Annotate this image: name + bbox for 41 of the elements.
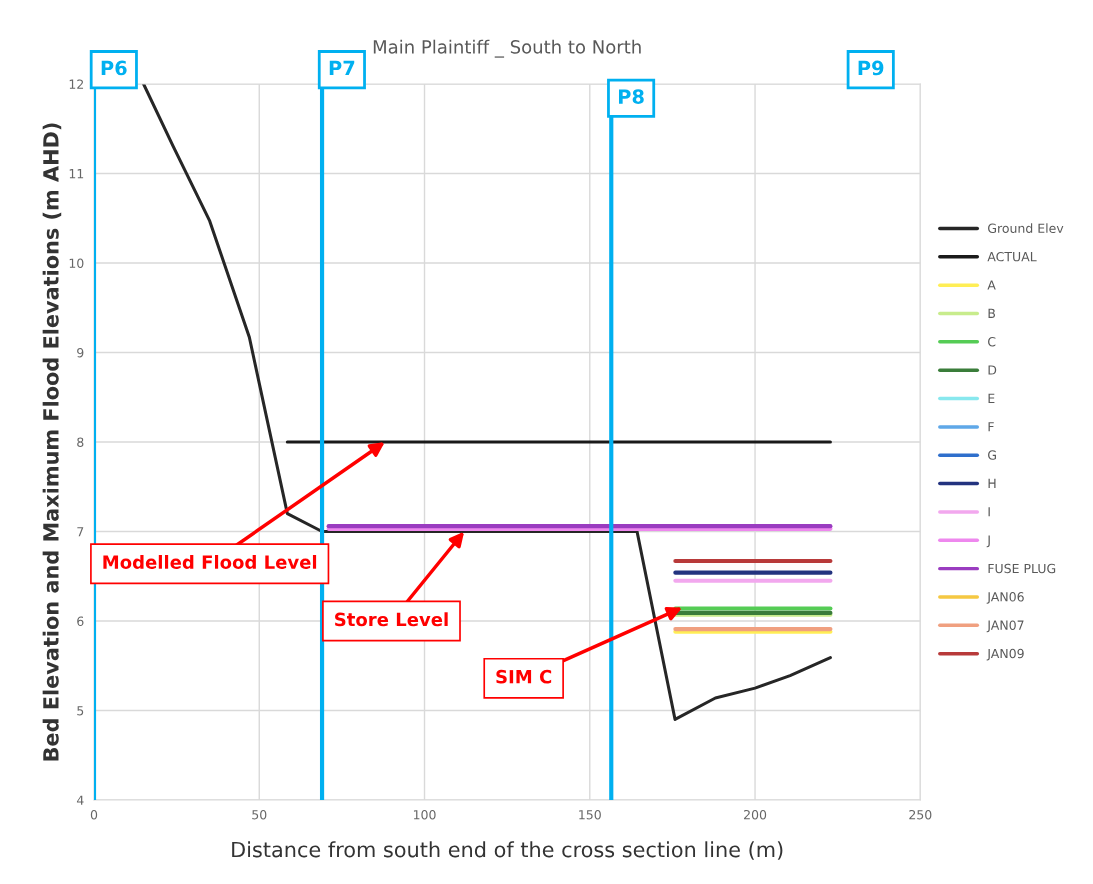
annotation: Store Level [335,612,448,627]
y-tick-label: 7 [77,527,84,537]
y-tick-label: 11 [69,169,84,179]
ref-line-label: P6 [101,60,127,76]
y-tick-label: 4 [76,795,84,805]
y-tick-label: 10 [69,258,84,268]
y-tick-label: 5 [77,706,84,716]
annotation: Modelled Flood Level [103,554,317,569]
legend-label: A [987,280,996,290]
x-tick-label: 250 [909,809,932,820]
legend-label: JAN07 [986,620,1024,633]
legend-label: JAN09 [986,648,1024,661]
y-tick-label: 9 [77,347,84,358]
x-tick-label: 50 [252,809,267,820]
legend-label: H [988,478,996,488]
legend-label: B [988,308,996,318]
legend-label: J [986,535,990,548]
y-tick-label: 8 [77,437,84,447]
ref-line-label: P7 [329,60,355,76]
legend-label: C [988,336,996,347]
x-tick-label: 150 [579,809,601,820]
legend-label: JAN06 [986,592,1024,604]
legend-label: Ground Elev [988,223,1064,234]
x-tick-label: 100 [413,809,436,820]
x-axis-title: Distance from south end of the cross section line (m) [232,841,783,860]
ref-line-label: P8 [618,89,644,104]
legend-label: F [988,422,994,432]
legend-label: FUSE PLUG [988,563,1056,574]
x-tick-label: 200 [744,809,767,820]
y-axis-title: Bed Elevation and Maximum Flood Elevations (m AHD) [42,123,62,761]
legend-label: I [988,507,990,517]
y-tick-label: 12 [69,79,84,89]
y-tick-label: 6 [77,616,84,626]
legend-label: G [988,450,996,460]
legend-label: D [988,365,997,375]
x-tick-label: 0 [90,809,98,820]
legend-label: E [988,393,995,403]
legend-label: ACTUAL [987,251,1037,262]
chart-title: Main Plaintiff _ South to North [373,39,641,58]
annotation: SIM C [496,669,552,684]
text: P9 [858,60,884,76]
